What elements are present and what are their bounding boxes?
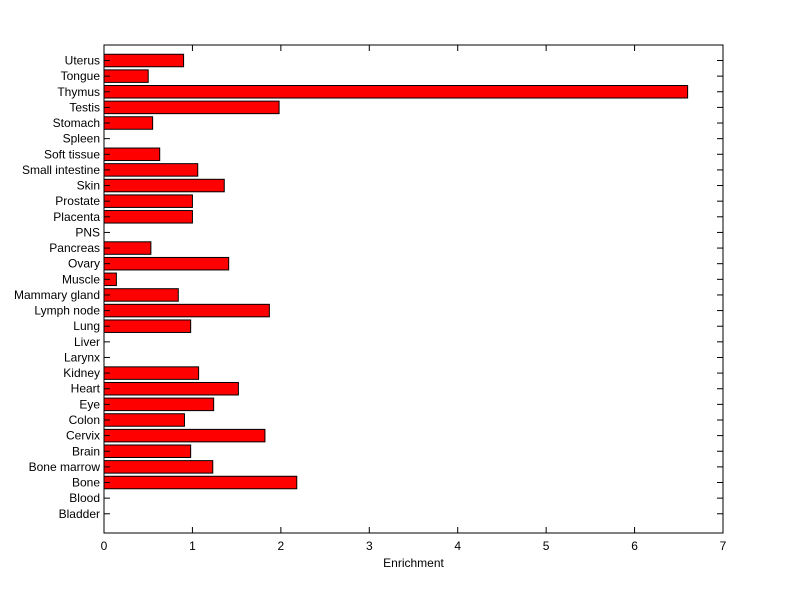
category-label: Prostate	[55, 194, 100, 208]
category-label: Uterus	[65, 54, 100, 68]
x-tick-label: 0	[101, 539, 108, 553]
x-tick-label: 2	[278, 539, 285, 553]
category-label: Heart	[71, 382, 101, 396]
bar-ovary	[103, 256, 230, 271]
bar-prostate	[103, 194, 193, 208]
bar-soft-tissue	[103, 147, 161, 162]
x-tick-label: 3	[366, 539, 373, 553]
bar-skin	[103, 178, 225, 193]
category-label: Thymus	[57, 85, 100, 99]
bar-thymus	[103, 85, 689, 99]
x-axis-label: Enrichment	[383, 556, 444, 570]
category-label: Small intestine	[22, 163, 100, 177]
x-tick-label: 6	[631, 539, 638, 553]
category-label: Muscle	[62, 272, 100, 286]
bar-small-intestine	[103, 163, 199, 177]
ticks-group	[103, 45, 724, 533]
category-label: Bone	[72, 476, 100, 490]
bar-cervix	[103, 428, 266, 443]
category-label: Liver	[74, 335, 100, 349]
x-tick-label: 1	[189, 539, 196, 553]
category-label: Lymph node	[34, 304, 100, 318]
bar-tongue	[103, 69, 149, 83]
category-label: Eye	[79, 397, 100, 411]
category-label: Pancreas	[49, 241, 100, 255]
bar-lymph-node	[103, 303, 270, 318]
category-label: Testis	[69, 100, 100, 114]
category-label: Placenta	[53, 210, 100, 224]
bar-kidney	[103, 366, 200, 380]
category-label: Skin	[77, 179, 100, 193]
bar-testis	[103, 100, 280, 115]
category-label: Stomach	[53, 116, 100, 130]
bar-brain	[103, 444, 192, 458]
bar-heart	[103, 381, 239, 396]
bar-uterus	[103, 53, 185, 68]
plot-frame	[103, 44, 724, 534]
category-label: PNS	[75, 225, 100, 239]
bars-group	[103, 53, 689, 490]
category-label: Spleen	[63, 132, 100, 146]
x-tick-label: 5	[543, 539, 550, 553]
category-label: Tongue	[61, 69, 101, 83]
x-tick-labels-group: 0 1 2 3 4 5 6 7	[101, 539, 727, 553]
bar-colon	[103, 413, 185, 427]
category-label: Blood	[69, 491, 100, 505]
bar-eye	[103, 397, 215, 412]
x-tick-label: 4	[454, 539, 461, 553]
bar-placenta	[103, 210, 193, 224]
bar-lung	[103, 319, 192, 333]
bar-stomach	[103, 116, 154, 130]
category-label: Cervix	[66, 429, 100, 443]
bar-mammary-gland	[103, 288, 179, 302]
category-label: Kidney	[63, 366, 100, 380]
category-label: Soft tissue	[44, 147, 100, 161]
category-label: Bone marrow	[29, 460, 101, 474]
bar-bone	[103, 475, 298, 490]
bar-pancreas	[103, 241, 152, 255]
category-label: Mammary gland	[14, 288, 100, 302]
category-label: Ovary	[68, 257, 100, 271]
category-label: Lung	[73, 319, 100, 333]
category-label: Colon	[69, 413, 100, 427]
x-tick-label: 7	[720, 539, 727, 553]
category-label: Brain	[72, 444, 100, 458]
bar-bone-marrow	[103, 460, 214, 474]
category-label: Bladder	[59, 507, 100, 521]
category-label: Larynx	[64, 350, 100, 364]
